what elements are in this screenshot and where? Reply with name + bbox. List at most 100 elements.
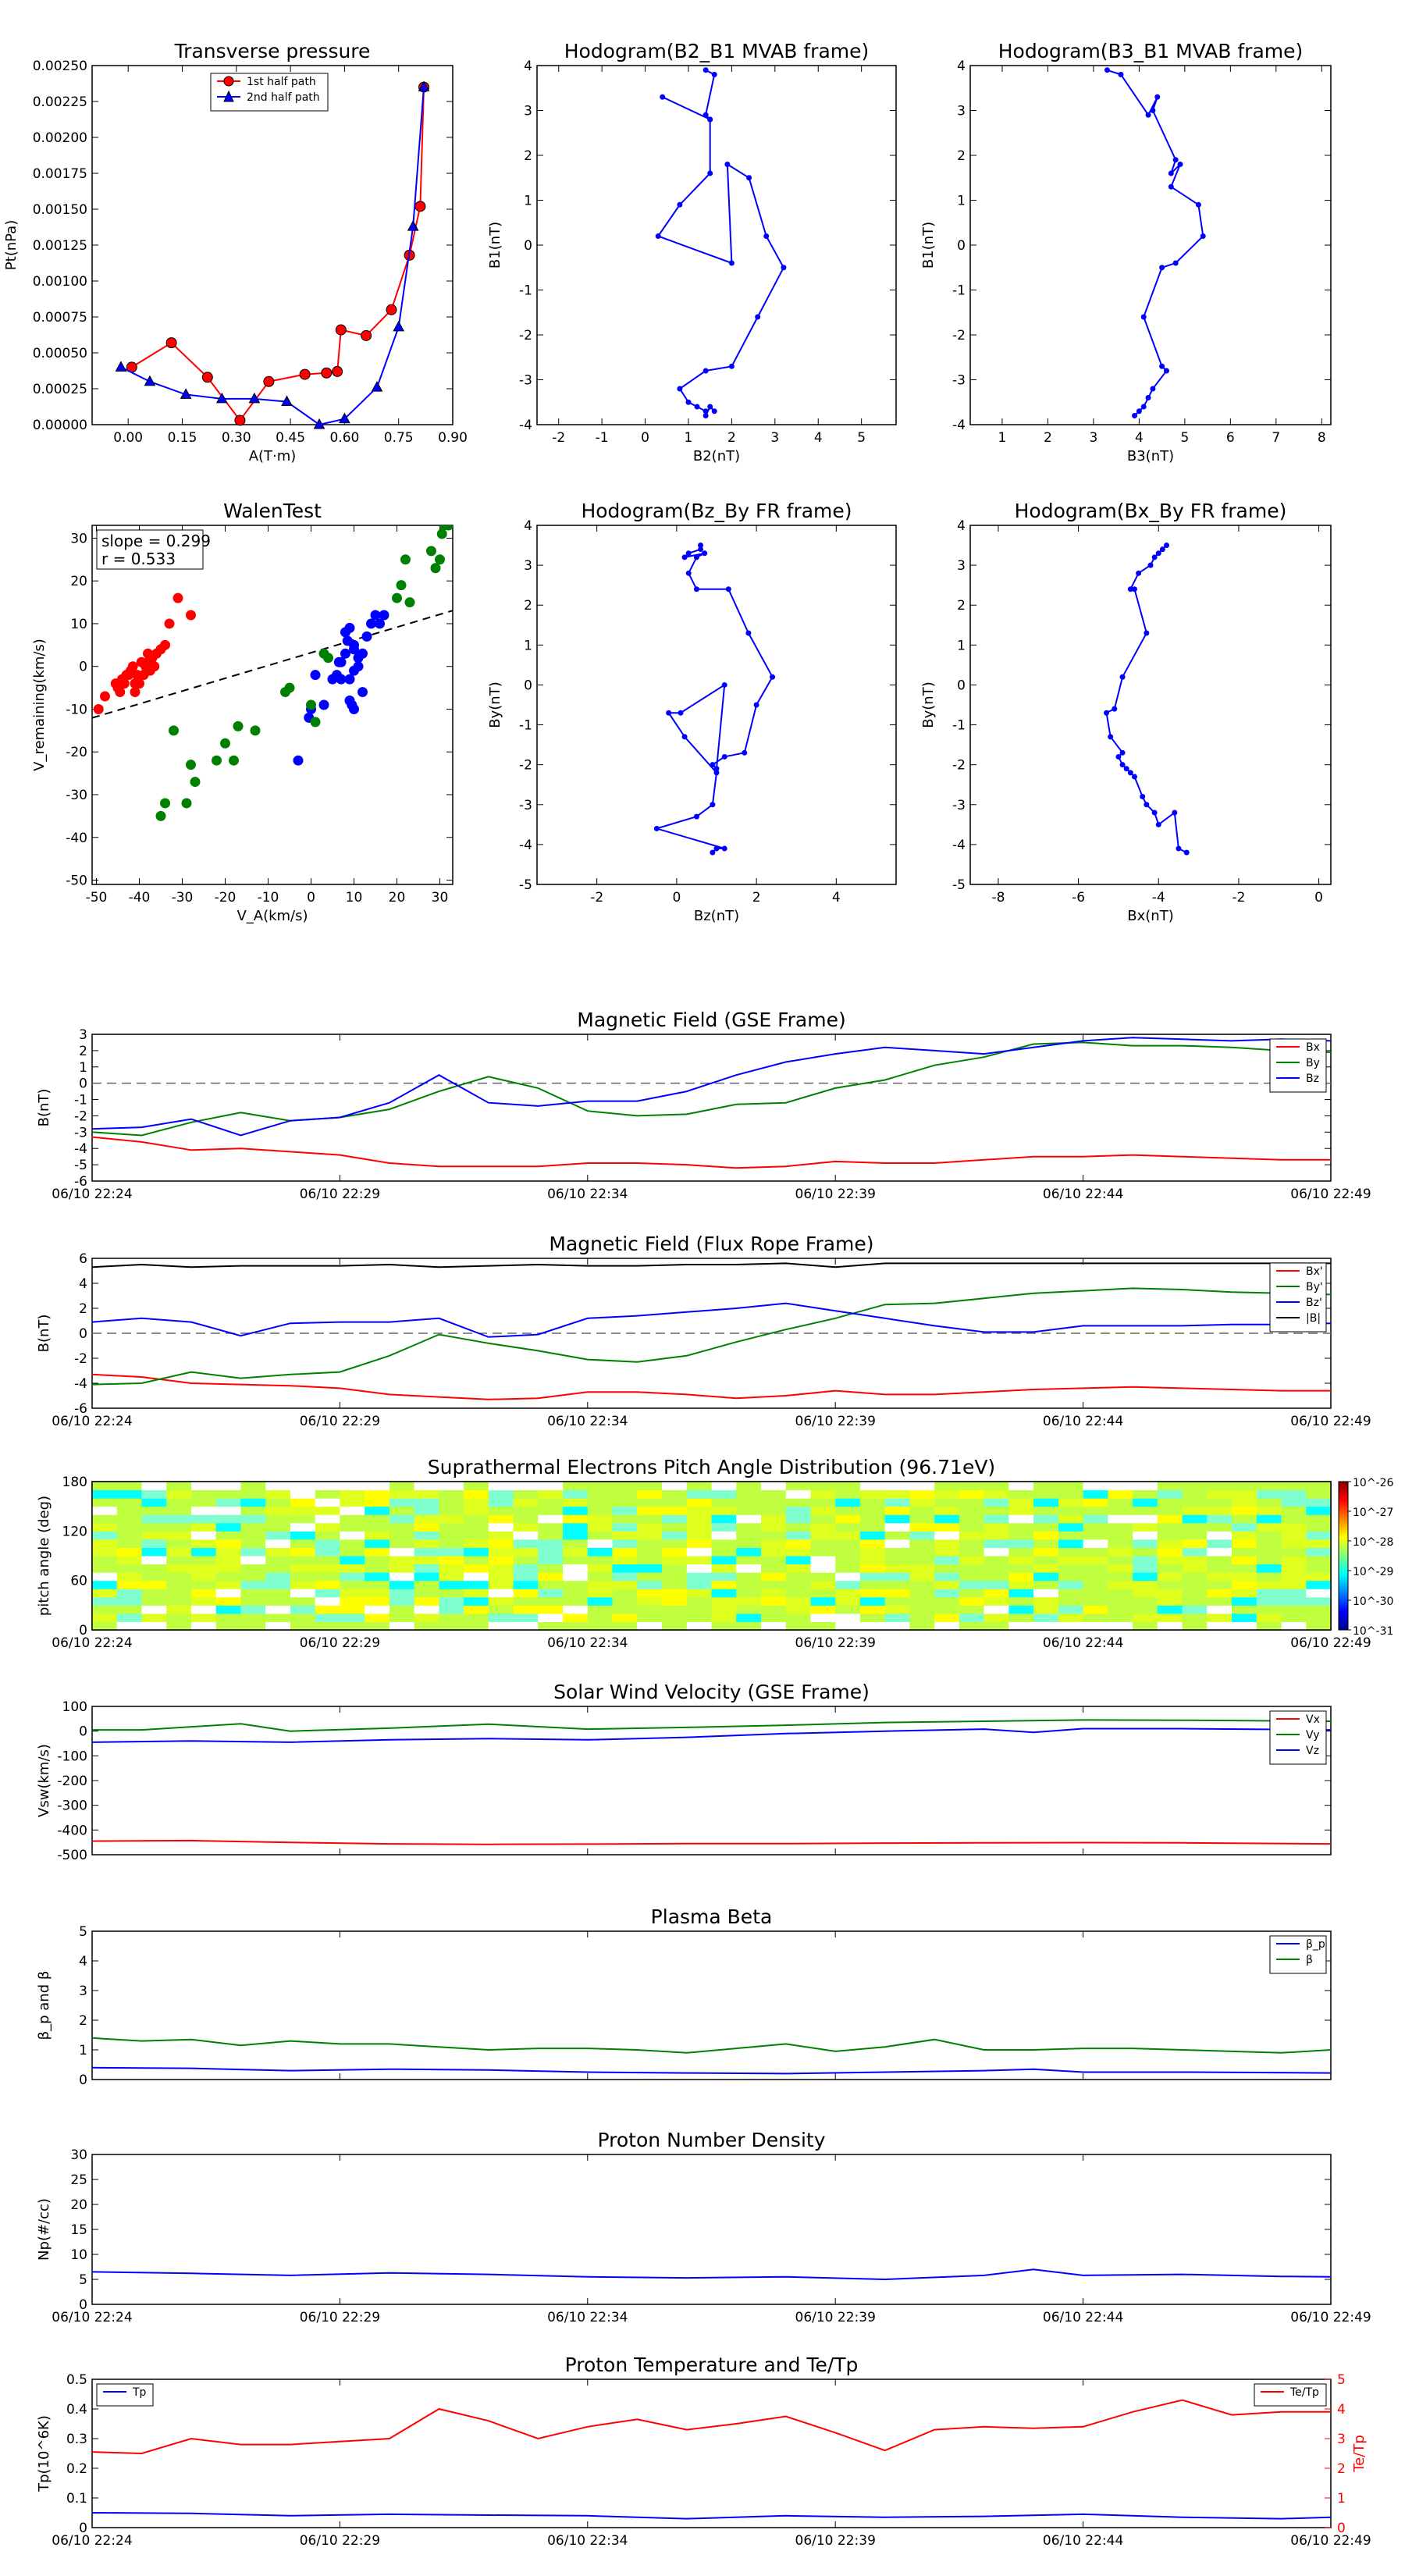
heatmap-cell (1306, 1564, 1332, 1573)
heatmap-cell (736, 1621, 762, 1631)
heatmap-cell (1306, 1539, 1332, 1548)
legend: Tp (96, 2383, 154, 2407)
scatter-point-green (284, 682, 295, 693)
heatmap-cell (884, 1572, 910, 1582)
heatmap-cell (563, 1522, 589, 1532)
panel-np: Proton Number Density 0 5 10 15 20 25 30 06/10 2… (36, 2129, 1371, 2325)
colorbar-label: 10^-31 (1353, 1625, 1393, 1638)
hodogram-point (721, 753, 727, 760)
heatmap-cell (1008, 1564, 1034, 1573)
hodogram-point (728, 363, 735, 369)
heatmap-cell (290, 1498, 316, 1507)
heatmap-cell (909, 1489, 935, 1499)
hodogram-point (685, 570, 692, 576)
x-tick-label: 10 (346, 890, 363, 906)
heatmap-cell (240, 1482, 266, 1491)
heatmap-cell (1256, 1547, 1282, 1557)
legend-frame (1269, 1935, 1327, 1974)
x-axis-label: A(T·m) (249, 448, 297, 464)
heatmap-cell (612, 1556, 638, 1565)
heatmap-cell (1256, 1596, 1282, 1606)
heatmap-cell (859, 1514, 886, 1524)
scatter-point-red (127, 661, 138, 672)
heatmap-cell (414, 1489, 439, 1499)
heatmap-cell (1182, 1514, 1208, 1524)
hodogram-point (1115, 753, 1122, 760)
x-tick-label: 7 (1272, 430, 1280, 446)
heatmap-cell (785, 1589, 811, 1598)
y-tick-label: 4 (79, 1276, 87, 1292)
heatmap-cell (315, 1621, 340, 1631)
legend-frame (1269, 1038, 1327, 1093)
series-line-1 (92, 2037, 1331, 2054)
heatmap-cell (761, 1506, 787, 1515)
heatmap-cell (984, 1539, 1009, 1548)
hodogram-point (1119, 762, 1126, 768)
y-tick-label: 3 (79, 1027, 87, 1043)
heatmap-cell (389, 1605, 415, 1614)
heatmap-cell (810, 1564, 836, 1573)
heatmap-cell (141, 1572, 167, 1582)
heatmap-cell (513, 1621, 539, 1631)
scatter-point-green (435, 554, 445, 565)
heatmap-cell (736, 1498, 762, 1507)
y-tick-label: 5 (79, 1924, 87, 1940)
heatmap-cell (1108, 1531, 1133, 1540)
heatmap-cell (116, 1522, 142, 1532)
heatmap-cell (1133, 1605, 1158, 1614)
heatmap-cell (1182, 1580, 1208, 1589)
hodogram-point (1108, 734, 1114, 740)
heatmap-cell (662, 1564, 688, 1573)
heatmap-cell (389, 1556, 415, 1565)
heatmap-cell (439, 1506, 464, 1515)
heatmap-cell (587, 1580, 613, 1589)
x-tick-label: 06/10 22:49 (1290, 2533, 1371, 2549)
hodogram-point (693, 586, 699, 592)
panel-walen: WalenTest -50 -40 -30 -20 -10 0 10 20 30 -50 -40 -30… (31, 500, 454, 924)
heatmap-cell (1232, 1596, 1257, 1606)
heatmap-cell (265, 1547, 291, 1557)
heatmap-cell (909, 1547, 935, 1557)
heatmap-cell (240, 1514, 266, 1524)
heatmap-cell (1083, 1522, 1108, 1532)
scatter-point-blue (340, 648, 350, 659)
y-tick-label: 15 (70, 2222, 87, 2238)
heatmap-cell (711, 1605, 737, 1614)
panel-h3: Hodogram(Bz_By FR frame) -5 -4 -3 -2 -1 0 1 2 3 4 -… (487, 500, 897, 924)
heatmap-cell (637, 1556, 663, 1565)
heatmap-cell (736, 1613, 762, 1622)
heatmap-cell (191, 1539, 217, 1548)
heatmap-cell (389, 1482, 415, 1491)
y-tick-label: -300 (57, 1799, 87, 1814)
hodogram-point (1151, 809, 1158, 816)
heatmap-cell (1232, 1547, 1257, 1557)
heatmap-cell (215, 1522, 241, 1532)
legend-label-1: By' (1306, 1281, 1323, 1293)
heatmap-cell (1182, 1564, 1208, 1573)
legend-label-2: Vz (1306, 1745, 1319, 1757)
heatmap-cell (1108, 1580, 1133, 1589)
heatmap-cell (785, 1596, 811, 1606)
heatmap-cell (909, 1596, 935, 1606)
heatmap-cell (1182, 1547, 1208, 1557)
heatmap-cell (1033, 1556, 1059, 1565)
heatmap-cell (637, 1539, 663, 1548)
heatmap-cell (835, 1605, 861, 1614)
heatmap-cell (414, 1621, 439, 1631)
heatmap-cell (191, 1596, 217, 1606)
y-tick-label: -30 (66, 788, 87, 803)
heatmap-cell (835, 1613, 861, 1622)
heatmap-cell (1108, 1596, 1133, 1606)
x-tick-label: 6 (1226, 430, 1235, 446)
y-axis-label: B1(nT) (487, 222, 503, 269)
heatmap-cell (1306, 1556, 1332, 1565)
scatter-point-red (119, 678, 130, 689)
y-tick-label: 0.00050 (33, 346, 87, 361)
heatmap-cell (92, 1482, 118, 1491)
heatmap-cell (439, 1580, 464, 1589)
heatmap-cell (1182, 1596, 1208, 1606)
heatmap-cell (1058, 1522, 1084, 1532)
series-line-1 (92, 1287, 1331, 1386)
heatmap-cell (1058, 1547, 1084, 1557)
heatmap-cell (464, 1580, 489, 1589)
